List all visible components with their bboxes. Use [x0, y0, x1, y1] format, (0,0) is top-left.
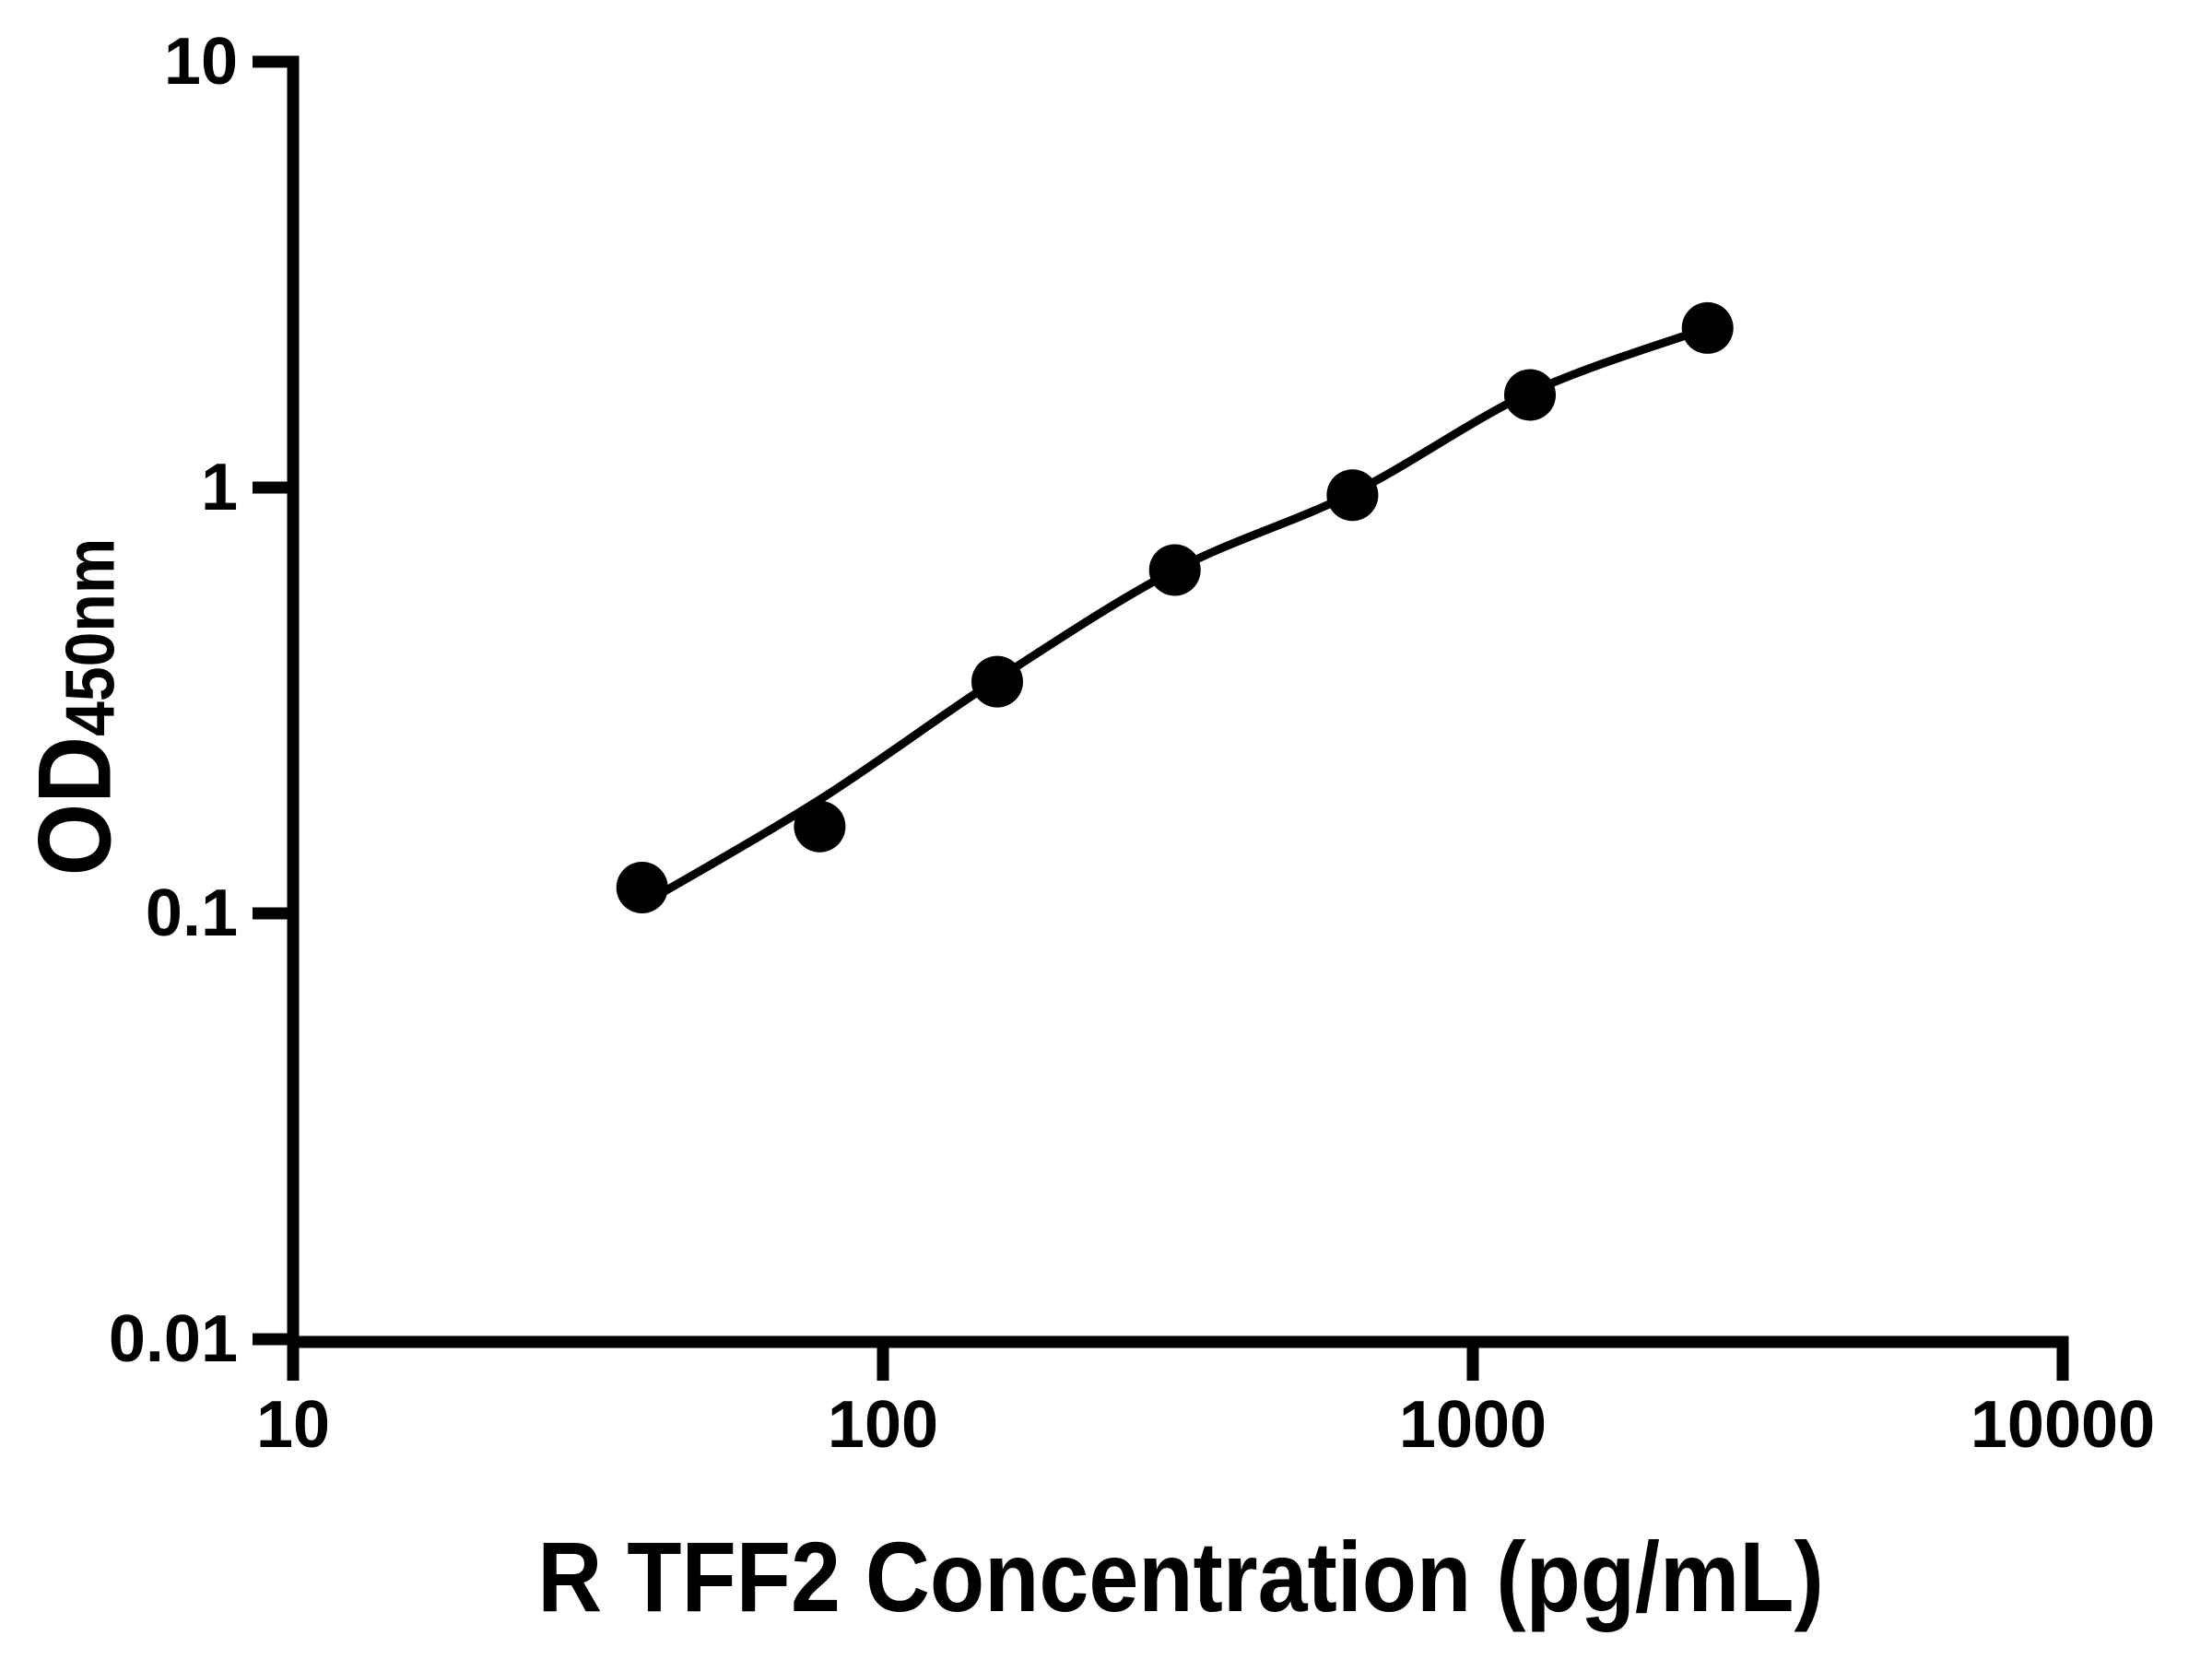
- y-tick-label-0.01: 0.01: [109, 1302, 238, 1376]
- y-axis-title-subscript: 450nm: [51, 537, 129, 736]
- y-tick-label-0.1: 0.1: [146, 877, 238, 950]
- y-tick-label-1: 1: [201, 451, 238, 524]
- y-tick-label-10: 10: [164, 25, 238, 99]
- scatter-point-625: [1326, 469, 1379, 522]
- scatter-point-39.06: [616, 862, 668, 913]
- x-axis-ticks: [287, 1336, 2069, 1381]
- x-tick-label-10000: 10000: [1971, 1388, 2155, 1462]
- y-axis-title: OD450nm: [17, 538, 135, 876]
- x-tick-label-10: 10: [256, 1388, 330, 1462]
- y-axis-title-main: OD: [17, 735, 134, 877]
- x-axis-tick-labels: 10 100 1000 10000: [256, 1388, 2155, 1462]
- y-axis-tick-labels: 10 1 0.1 0.01: [109, 25, 238, 1376]
- x-axis-title: R TFF2 Concentration (pg/mL): [537, 1521, 1824, 1633]
- scatter-point-1250: [1504, 369, 1556, 421]
- scatter-point-156.25: [971, 655, 1023, 708]
- x-tick-label-1000: 1000: [1399, 1388, 1547, 1462]
- scatter-points: [616, 301, 1734, 913]
- scatter-point-78.13: [794, 800, 846, 853]
- scatter-point-312.5: [1148, 544, 1201, 596]
- x-tick-label-100: 100: [828, 1388, 938, 1462]
- scatter-point-2500: [1681, 301, 1734, 354]
